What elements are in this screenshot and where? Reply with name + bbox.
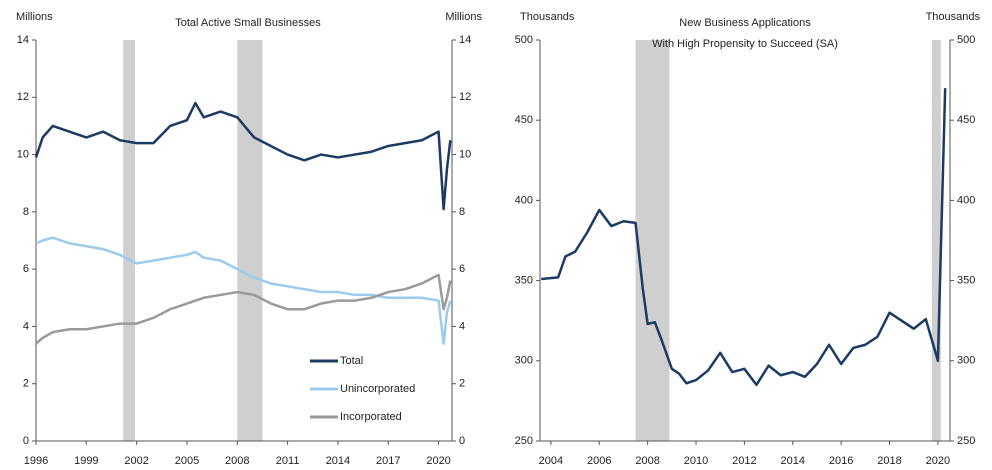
y-axis-label: Thousands <box>520 11 575 23</box>
y2-tick-label: 14 <box>459 34 471 46</box>
x-tick-label: 2020 <box>426 455 450 467</box>
y2-axis-label: Millions <box>445 11 482 23</box>
y2-tick-label: 2 <box>459 378 465 390</box>
x-tick-label: 2014 <box>781 455 805 467</box>
y-tick-label: 0 <box>23 435 29 447</box>
shaded-period <box>931 40 941 441</box>
x-tick-label: 2006 <box>587 455 611 467</box>
x-tick-label: 2008 <box>635 455 659 467</box>
y-axis-label: Millions <box>16 11 53 23</box>
x-tick-label: 1996 <box>24 455 48 467</box>
y2-tick-label: 500 <box>957 34 975 46</box>
y2-tick-label: 300 <box>957 355 975 367</box>
chart-subtitle: With High Propensity to Succeed (SA) <box>652 38 838 50</box>
series-line <box>34 101 452 211</box>
y-tick-label: 450 <box>515 114 533 126</box>
y2-tick-label: 400 <box>957 194 975 206</box>
legend-label: Total <box>340 355 363 367</box>
x-tick-label: 2002 <box>124 455 148 467</box>
x-tick-label: 2012 <box>732 455 756 467</box>
x-tick-label: 2010 <box>684 455 708 467</box>
x-tick-label: 2005 <box>175 455 199 467</box>
y2-tick-label: 350 <box>957 275 975 287</box>
y2-tick-label: 6 <box>459 263 465 275</box>
y-tick-label: 500 <box>515 34 533 46</box>
x-tick-label: 2016 <box>829 455 853 467</box>
y-tick-label: 8 <box>23 206 29 218</box>
legend-label: Incorporated <box>340 411 402 423</box>
x-tick-label: 2011 <box>276 455 300 467</box>
x-tick-label: 2017 <box>376 455 400 467</box>
series-line <box>35 273 452 345</box>
chart-title: New Business Applications <box>679 17 811 29</box>
y-tick-label: 12 <box>17 91 29 103</box>
y-tick-label: 6 <box>23 263 29 275</box>
legend-label: Unincorporated <box>340 383 415 395</box>
y2-tick-label: 10 <box>459 148 471 160</box>
y-tick-label: 14 <box>17 34 29 46</box>
chart-title: Total Active Small Businesses <box>175 17 321 29</box>
x-tick-label: 2008 <box>225 455 249 467</box>
series-line <box>541 88 947 387</box>
y-tick-label: 10 <box>17 148 29 160</box>
y2-tick-label: 12 <box>459 91 471 103</box>
shaded-period <box>635 40 670 441</box>
series-line <box>35 236 452 345</box>
y2-tick-label: 8 <box>459 206 465 218</box>
y-tick-label: 250 <box>515 435 533 447</box>
y2-tick-label: 250 <box>957 435 975 447</box>
shaded-period <box>237 40 263 441</box>
y2-tick-label: 450 <box>957 114 975 126</box>
x-tick-label: 2004 <box>539 455 563 467</box>
x-tick-label: 2020 <box>926 455 950 467</box>
y-tick-label: 2 <box>23 378 29 390</box>
y2-tick-label: 4 <box>459 320 465 332</box>
x-tick-label: 2014 <box>326 455 350 467</box>
y-tick-label: 400 <box>515 194 533 206</box>
x-tick-label: 1999 <box>74 455 98 467</box>
y-tick-label: 350 <box>515 275 533 287</box>
y2-tick-label: 0 <box>459 435 465 447</box>
y-tick-label: 4 <box>23 320 29 332</box>
y-tick-label: 300 <box>515 355 533 367</box>
y2-axis-label: Thousands <box>926 11 981 23</box>
shaded-period <box>123 40 135 441</box>
x-tick-label: 2018 <box>877 455 901 467</box>
